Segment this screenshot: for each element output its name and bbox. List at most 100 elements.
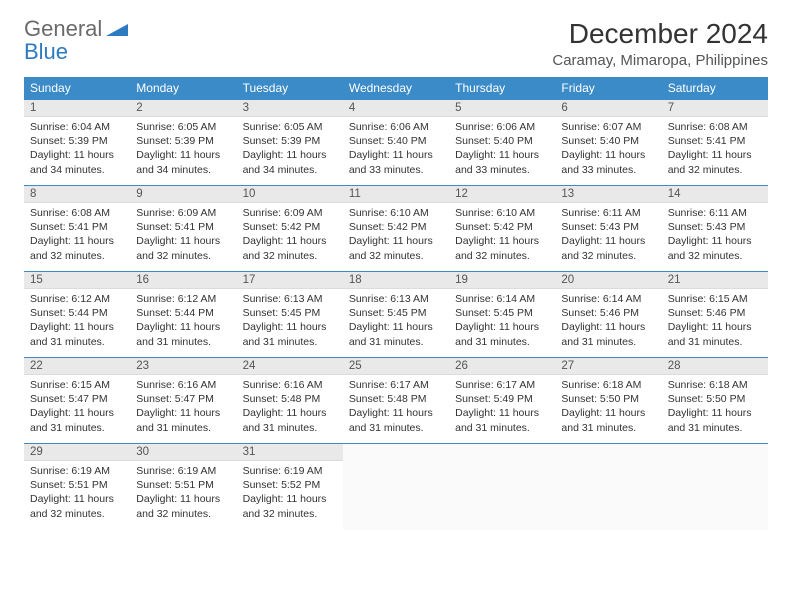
day-detail-line: Sunrise: 6:14 AM (455, 292, 549, 306)
calendar-day-cell: 26Sunrise: 6:17 AMSunset: 5:49 PMDayligh… (449, 358, 555, 444)
day-number: 7 (662, 100, 768, 117)
logo-triangle-icon (106, 23, 128, 40)
day-details: Sunrise: 6:18 AMSunset: 5:50 PMDaylight:… (662, 375, 768, 439)
day-detail-line: and 31 minutes. (136, 335, 230, 349)
day-number: 5 (449, 100, 555, 117)
weekday-header: Thursday (449, 77, 555, 100)
day-number: 24 (237, 358, 343, 375)
day-detail-line: Daylight: 11 hours (561, 234, 655, 248)
day-details: Sunrise: 6:16 AMSunset: 5:47 PMDaylight:… (130, 375, 236, 439)
calendar-day-cell: 28Sunrise: 6:18 AMSunset: 5:50 PMDayligh… (662, 358, 768, 444)
day-number: 2 (130, 100, 236, 117)
day-detail-line: Daylight: 11 hours (136, 406, 230, 420)
day-details: Sunrise: 6:11 AMSunset: 5:43 PMDaylight:… (662, 203, 768, 267)
month-title: December 2024 (552, 18, 768, 50)
day-detail-line: Sunrise: 6:15 AM (668, 292, 762, 306)
day-detail-line: Sunset: 5:42 PM (349, 220, 443, 234)
day-detail-line: Daylight: 11 hours (349, 234, 443, 248)
calendar-day-cell: 1Sunrise: 6:04 AMSunset: 5:39 PMDaylight… (24, 100, 130, 186)
day-detail-line: Sunrise: 6:08 AM (668, 120, 762, 134)
day-detail-line: Daylight: 11 hours (668, 406, 762, 420)
calendar-day-cell: 18Sunrise: 6:13 AMSunset: 5:45 PMDayligh… (343, 272, 449, 358)
day-detail-line: and 31 minutes. (349, 421, 443, 435)
calendar-day-cell: 7Sunrise: 6:08 AMSunset: 5:41 PMDaylight… (662, 100, 768, 186)
day-detail-line: Sunset: 5:46 PM (561, 306, 655, 320)
day-detail-line: and 34 minutes. (30, 163, 124, 177)
day-detail-line: Sunset: 5:49 PM (455, 392, 549, 406)
page-header: General Blue December 2024 Caramay, Mima… (24, 18, 768, 69)
day-number: 22 (24, 358, 130, 375)
day-details: Sunrise: 6:08 AMSunset: 5:41 PMDaylight:… (24, 203, 130, 267)
day-detail-line: Daylight: 11 hours (243, 320, 337, 334)
day-number: 19 (449, 272, 555, 289)
calendar-day-cell: 3Sunrise: 6:05 AMSunset: 5:39 PMDaylight… (237, 100, 343, 186)
day-detail-line: Sunrise: 6:04 AM (30, 120, 124, 134)
day-number: 29 (24, 444, 130, 461)
day-detail-line: and 32 minutes. (136, 507, 230, 521)
day-detail-line: Daylight: 11 hours (136, 148, 230, 162)
calendar-day-cell: 30Sunrise: 6:19 AMSunset: 5:51 PMDayligh… (130, 444, 236, 530)
day-details: Sunrise: 6:11 AMSunset: 5:43 PMDaylight:… (555, 203, 661, 267)
day-detail-line: and 32 minutes. (243, 507, 337, 521)
day-detail-line: and 31 minutes. (30, 335, 124, 349)
calendar-day-cell: 19Sunrise: 6:14 AMSunset: 5:45 PMDayligh… (449, 272, 555, 358)
day-detail-line: and 31 minutes. (455, 335, 549, 349)
day-detail-line: and 33 minutes. (455, 163, 549, 177)
day-detail-line: and 32 minutes. (455, 249, 549, 263)
day-detail-line: Sunset: 5:48 PM (243, 392, 337, 406)
day-detail-line: Daylight: 11 hours (30, 320, 124, 334)
day-detail-line: Sunset: 5:41 PM (30, 220, 124, 234)
weekday-header: Tuesday (237, 77, 343, 100)
day-detail-line: Sunset: 5:42 PM (243, 220, 337, 234)
day-detail-line: Daylight: 11 hours (349, 148, 443, 162)
calendar-day-cell: 15Sunrise: 6:12 AMSunset: 5:44 PMDayligh… (24, 272, 130, 358)
day-detail-line: and 32 minutes. (30, 249, 124, 263)
day-detail-line: Daylight: 11 hours (136, 492, 230, 506)
day-detail-line: Daylight: 11 hours (136, 234, 230, 248)
day-number: 11 (343, 186, 449, 203)
day-detail-line: Sunrise: 6:13 AM (349, 292, 443, 306)
calendar-day-cell: 6Sunrise: 6:07 AMSunset: 5:40 PMDaylight… (555, 100, 661, 186)
calendar-day-cell: 10Sunrise: 6:09 AMSunset: 5:42 PMDayligh… (237, 186, 343, 272)
calendar-day-cell: 13Sunrise: 6:11 AMSunset: 5:43 PMDayligh… (555, 186, 661, 272)
day-detail-line: Sunrise: 6:18 AM (561, 378, 655, 392)
day-detail-line: Sunrise: 6:17 AM (349, 378, 443, 392)
day-details: Sunrise: 6:18 AMSunset: 5:50 PMDaylight:… (555, 375, 661, 439)
day-details: Sunrise: 6:05 AMSunset: 5:39 PMDaylight:… (130, 117, 236, 181)
day-details: Sunrise: 6:09 AMSunset: 5:42 PMDaylight:… (237, 203, 343, 267)
weekday-header: Friday (555, 77, 661, 100)
day-detail-line: Daylight: 11 hours (243, 406, 337, 420)
day-detail-line: Daylight: 11 hours (30, 492, 124, 506)
calendar-day-cell: 24Sunrise: 6:16 AMSunset: 5:48 PMDayligh… (237, 358, 343, 444)
day-details: Sunrise: 6:12 AMSunset: 5:44 PMDaylight:… (130, 289, 236, 353)
day-detail-line: and 32 minutes. (243, 249, 337, 263)
day-detail-line: Sunset: 5:42 PM (455, 220, 549, 234)
day-details: Sunrise: 6:19 AMSunset: 5:51 PMDaylight:… (24, 461, 130, 525)
calendar-day-cell: 2Sunrise: 6:05 AMSunset: 5:39 PMDaylight… (130, 100, 236, 186)
day-detail-line: Sunrise: 6:07 AM (561, 120, 655, 134)
day-detail-line: Daylight: 11 hours (349, 406, 443, 420)
brand-logo: General Blue (24, 18, 128, 64)
calendar-day-cell: .. (555, 444, 661, 530)
day-detail-line: and 31 minutes. (668, 335, 762, 349)
day-details: Sunrise: 6:08 AMSunset: 5:41 PMDaylight:… (662, 117, 768, 181)
day-detail-line: Sunrise: 6:05 AM (136, 120, 230, 134)
day-detail-line: and 32 minutes. (668, 249, 762, 263)
day-detail-line: Sunset: 5:52 PM (243, 478, 337, 492)
calendar-day-cell: 4Sunrise: 6:06 AMSunset: 5:40 PMDaylight… (343, 100, 449, 186)
day-detail-line: Sunrise: 6:05 AM (243, 120, 337, 134)
calendar-day-cell: 17Sunrise: 6:13 AMSunset: 5:45 PMDayligh… (237, 272, 343, 358)
day-detail-line: Sunset: 5:50 PM (668, 392, 762, 406)
day-details: Sunrise: 6:15 AMSunset: 5:47 PMDaylight:… (24, 375, 130, 439)
day-number: 30 (130, 444, 236, 461)
day-detail-line: Daylight: 11 hours (243, 148, 337, 162)
calendar-day-cell: 16Sunrise: 6:12 AMSunset: 5:44 PMDayligh… (130, 272, 236, 358)
day-detail-line: and 31 minutes. (349, 335, 443, 349)
day-details: Sunrise: 6:15 AMSunset: 5:46 PMDaylight:… (662, 289, 768, 353)
day-detail-line: and 31 minutes. (243, 335, 337, 349)
day-details: Sunrise: 6:10 AMSunset: 5:42 PMDaylight:… (343, 203, 449, 267)
day-detail-line: Sunset: 5:39 PM (243, 134, 337, 148)
weekday-header: Wednesday (343, 77, 449, 100)
day-detail-line: Sunrise: 6:12 AM (30, 292, 124, 306)
day-detail-line: and 34 minutes. (243, 163, 337, 177)
